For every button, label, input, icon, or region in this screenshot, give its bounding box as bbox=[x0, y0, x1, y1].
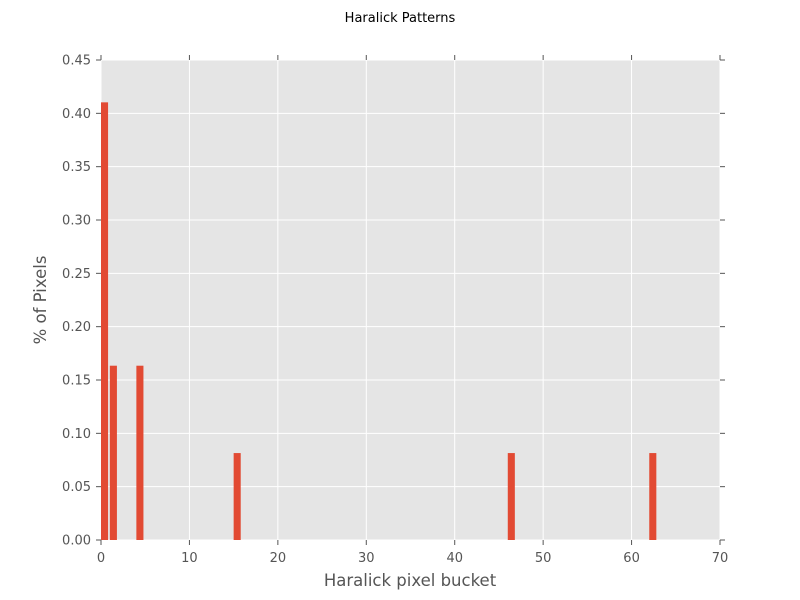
x-tick-label: 70 bbox=[712, 551, 729, 566]
chart-title: Haralick Patterns bbox=[345, 11, 456, 26]
y-axis-label: % of Pixels bbox=[31, 256, 50, 345]
y-tick-labels: 0.00 0.05 0.10 0.15 0.20 0.25 0.30 0.35 0.40 0.45 bbox=[62, 54, 91, 549]
y-tick-label: 0.15 bbox=[62, 374, 91, 389]
bar bbox=[136, 365, 144, 540]
grid-lines bbox=[100, 59, 721, 541]
y-tick-label: 0.00 bbox=[62, 534, 91, 549]
bar bbox=[101, 102, 109, 540]
bar bbox=[507, 453, 515, 540]
bar bbox=[109, 365, 117, 540]
bars bbox=[101, 102, 657, 540]
x-tick-label: 60 bbox=[623, 551, 640, 566]
x-axis-label: Haralick pixel bucket bbox=[324, 571, 497, 590]
y-tick-label: 0.45 bbox=[62, 54, 91, 69]
y-tick-label: 0.20 bbox=[62, 320, 91, 335]
bar bbox=[233, 453, 241, 540]
axis-ticks bbox=[96, 55, 725, 545]
y-tick-label: 0.25 bbox=[62, 267, 91, 282]
x-tick-labels: 0 10 20 30 40 50 60 70 bbox=[97, 551, 728, 566]
x-tick-label: 10 bbox=[181, 551, 198, 566]
x-tick-label: 30 bbox=[358, 551, 375, 566]
x-tick-label: 20 bbox=[270, 551, 287, 566]
bar bbox=[649, 453, 657, 540]
y-tick-label: 0.05 bbox=[62, 480, 91, 495]
y-tick-label: 0.40 bbox=[62, 107, 91, 122]
x-tick-label: 0 bbox=[97, 551, 105, 566]
y-tick-label: 0.30 bbox=[62, 214, 91, 229]
y-tick-label: 0.35 bbox=[62, 160, 91, 175]
plot-background bbox=[101, 60, 720, 540]
x-tick-label: 40 bbox=[446, 551, 463, 566]
x-tick-label: 50 bbox=[535, 551, 552, 566]
y-tick-label: 0.10 bbox=[62, 427, 91, 442]
